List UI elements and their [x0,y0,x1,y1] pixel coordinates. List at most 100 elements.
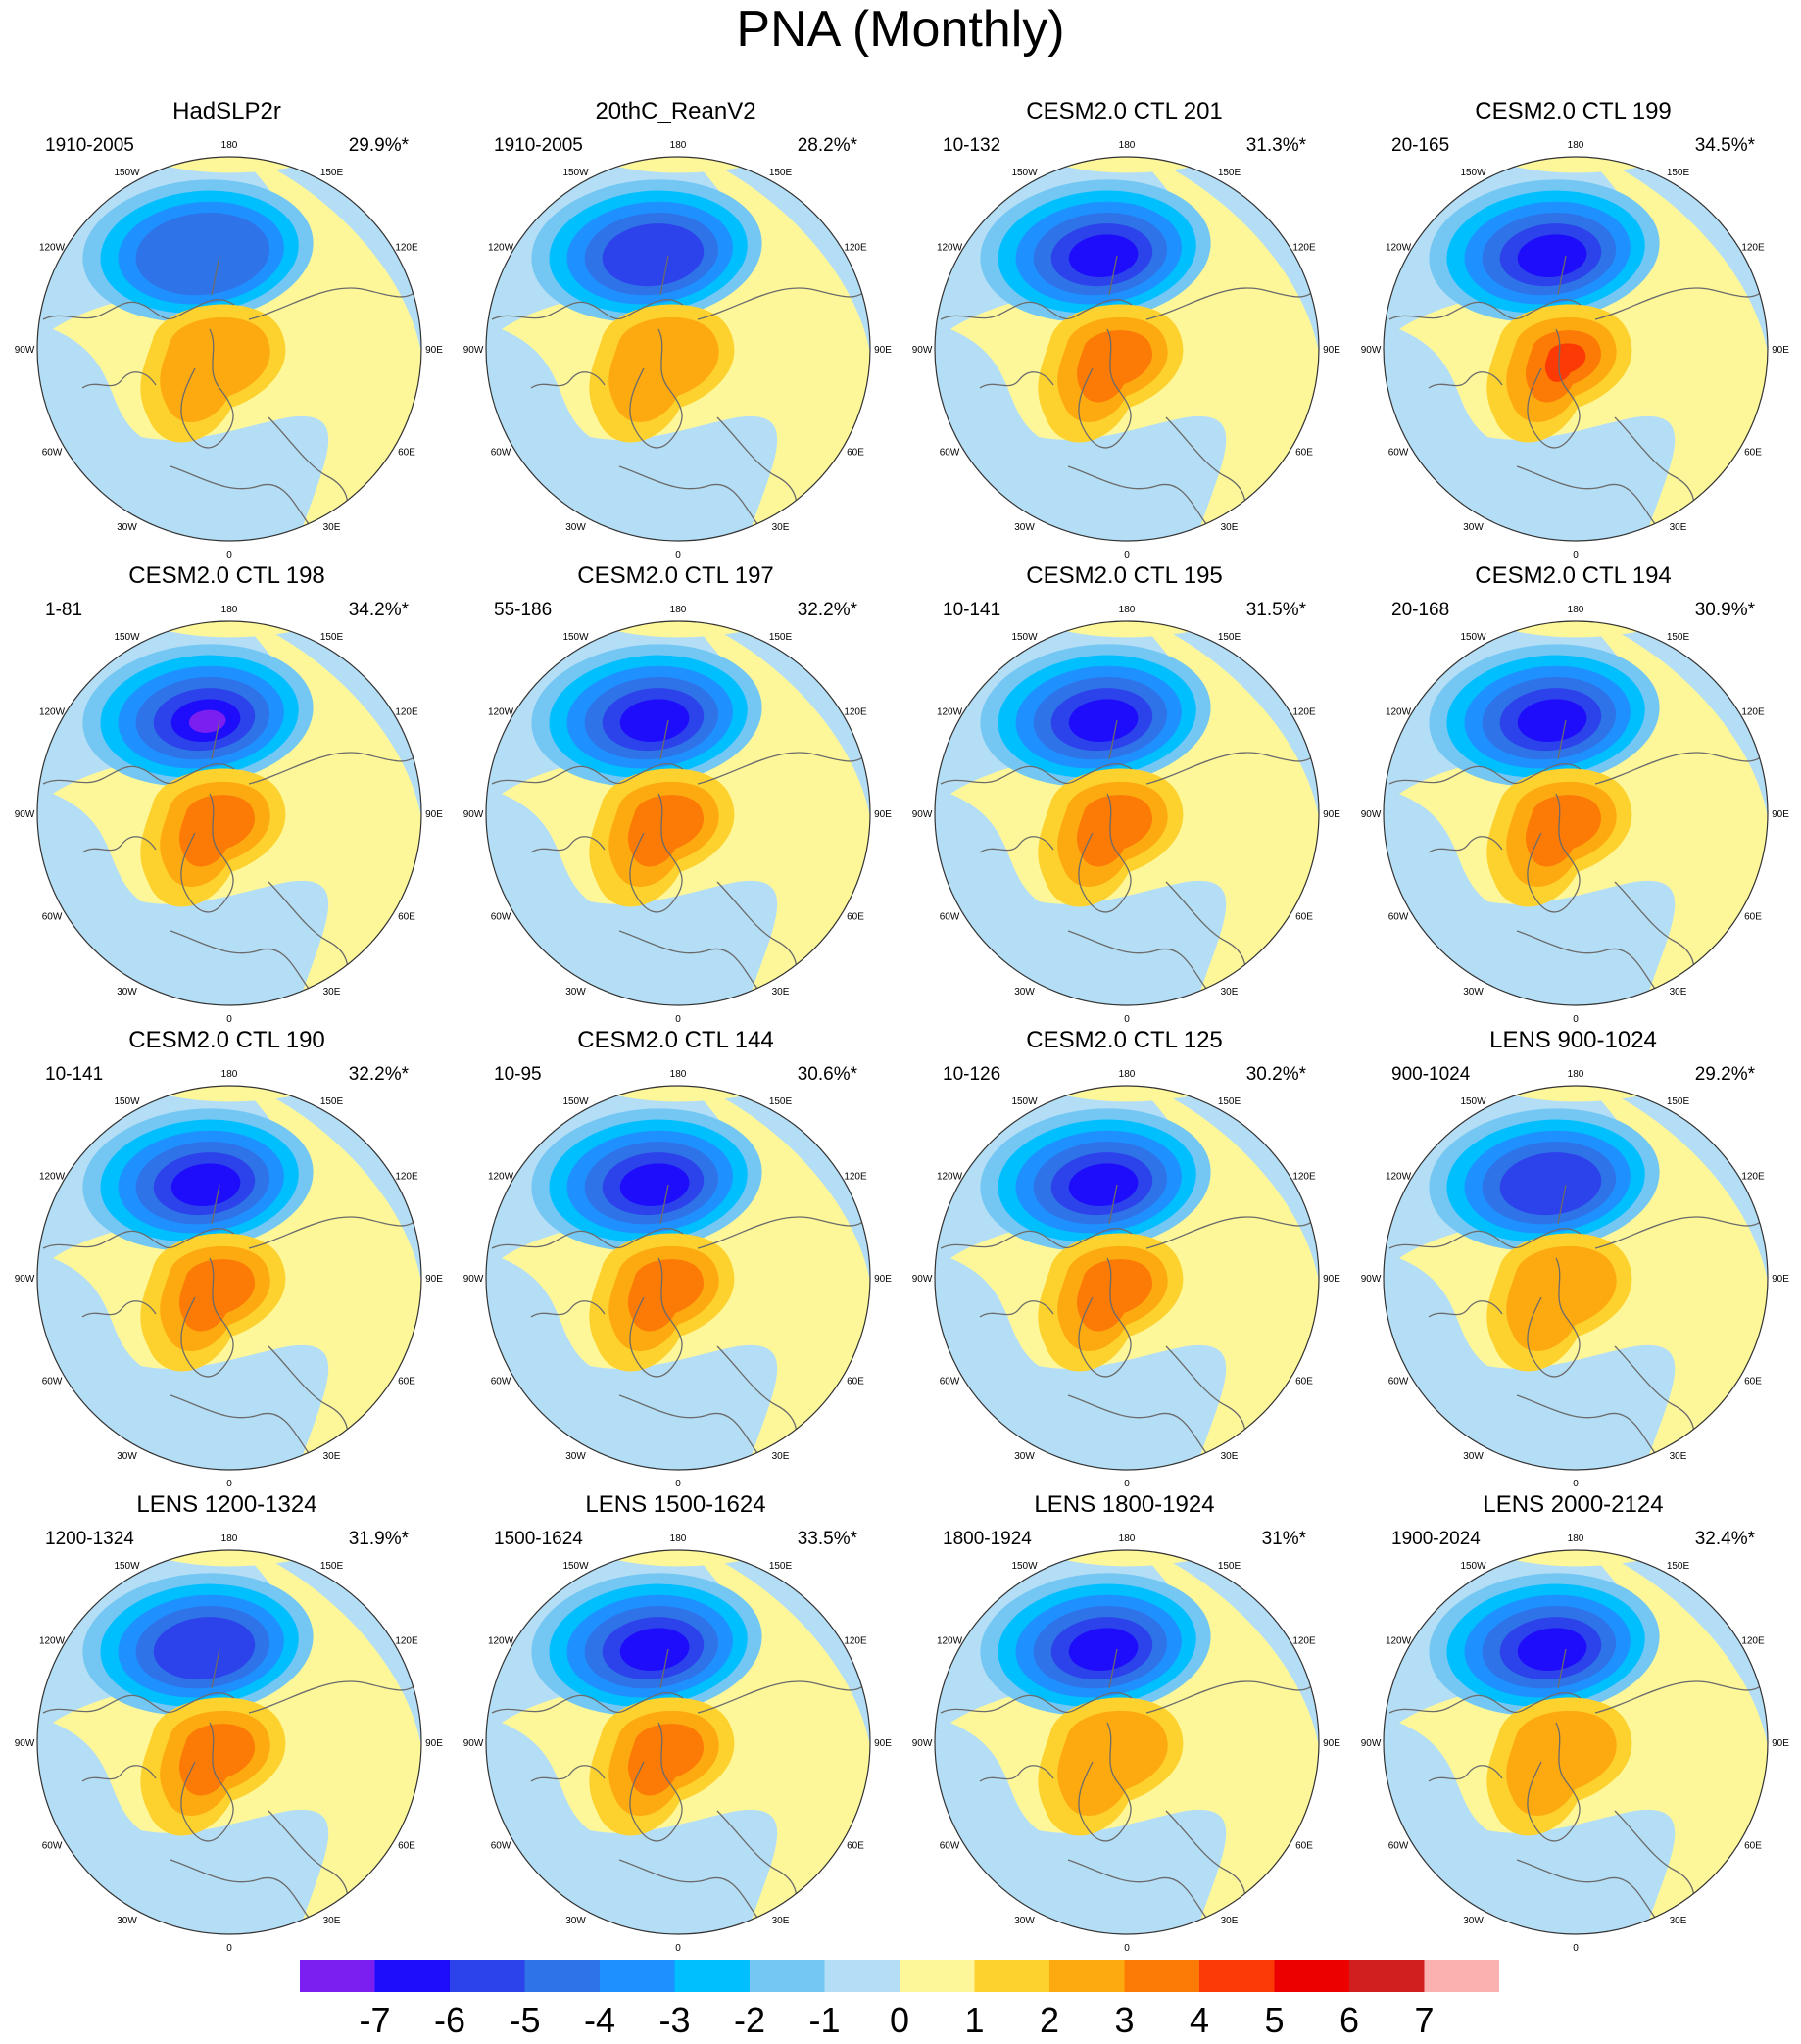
map-boundary [1383,1085,1769,1471]
longitude-label: 0 [675,1943,681,1954]
longitude-label: 60W [491,1841,511,1852]
longitude-label: 60W [1388,1841,1409,1852]
longitude-label: 30W [565,987,586,998]
longitude-label: 120E [1741,243,1765,254]
longitude-label: 150E [1218,1561,1241,1572]
positive-contour [628,1724,704,1796]
longitude-label: 150E [320,632,344,643]
longitude-label: 0 [226,1014,232,1025]
map-boundary [934,156,1320,542]
longitude-label: 150W [1011,632,1038,643]
colorbar-swatch [300,1960,375,1992]
longitude-label: 60W [940,1377,960,1387]
longitude-label: 30W [1463,987,1484,998]
map-boundary [1383,620,1769,1006]
longitude-label: 150W [1460,168,1486,178]
longitude-label: 0 [1573,1014,1579,1025]
longitude-label: 90E [1323,1738,1340,1749]
polar-map: 180 150E 120E 90E 60E 30E 0 30W 60W 90W 120W 150W [15,140,444,560]
positive-region [560,157,815,173]
map-panel: HadSLP2r 1910-2005 29.9%* 180 150E 120E 90E 60E… [2,98,452,562]
polar-map: 180 150E 120E 90E 60E 30E 0 30W 60W 90W 120W 150W [912,1533,1341,1954]
longitude-label: 180 [1568,140,1584,151]
longitude-label: 60W [42,912,63,923]
panel-variance: 34.5%* [1694,135,1755,156]
longitude-label: 90E [425,809,443,820]
longitude-label: 180 [670,605,687,615]
longitude-label: 60W [491,448,511,459]
positive-contour [628,795,704,867]
colorbar-tick-label: 2 [1040,2000,1059,2040]
longitude-label: 90W [15,809,35,820]
panel-title: CESM2.0 CTL 199 [1475,98,1672,124]
longitude-label: 90E [1772,345,1789,356]
panel-title: CESM2.0 CTL 144 [577,1027,774,1053]
colorbar-tick-label: -6 [434,2000,465,2040]
longitude-label: 0 [226,1479,232,1489]
colorbar-swatch [1049,1960,1125,1992]
longitude-label: 90E [874,345,892,356]
longitude-label: 90E [874,1274,892,1285]
longitude-label: 90W [1361,1274,1382,1285]
longitude-label: 150W [1460,632,1486,643]
positive-region [1458,1550,1713,1567]
longitude-label: 60W [42,1377,63,1387]
longitude-label: 120E [844,707,867,718]
panel-variance: 29.2%* [1694,1064,1755,1085]
panel-period: 1800-1924 [943,1529,1032,1549]
longitude-label: 150E [1667,1096,1690,1107]
positive-region [1458,157,1713,173]
positive-region [1009,1086,1264,1102]
longitude-label: 120E [1292,243,1316,254]
longitude-label: 60E [1295,448,1313,459]
panel-title: LENS 1500-1624 [585,1491,766,1518]
longitude-label: 30E [1221,987,1239,998]
longitude-label: 150W [562,1096,589,1107]
longitude-label: 90W [1361,809,1382,820]
negative-contour [1517,1628,1587,1671]
longitude-label: 30E [1221,1451,1239,1462]
longitude-label: 90W [463,1738,484,1749]
longitude-label: 120E [844,1172,867,1183]
longitude-label: 90W [912,1274,933,1285]
longitude-label: 120W [1386,243,1412,254]
longitude-label: 120W [1386,1636,1412,1647]
colorbar-tick-label: 3 [1114,2000,1134,2040]
panel-period: 55-186 [494,600,553,620]
panel-period: 10-141 [45,1064,104,1085]
longitude-label: 150W [114,632,140,643]
longitude-label: 120E [1292,707,1316,718]
longitude-label: 120W [488,707,514,718]
longitude-label: 60W [42,448,63,459]
panel-title: CESM2.0 CTL 195 [1026,562,1223,589]
map-boundary [485,620,871,1006]
negative-contour [619,1163,690,1206]
map-boundary [485,1085,871,1471]
panel-title: CESM2.0 CTL 194 [1475,562,1672,589]
positive-region [560,1086,815,1102]
longitude-label: 60W [491,1377,511,1387]
polar-map: 180 150E 120E 90E 60E 30E 0 30W 60W 90W 120W 150W [1361,1533,1790,1954]
longitude-label: 60E [1744,912,1762,923]
longitude-label: 150E [769,168,793,178]
colorbar-swatch [1274,1960,1349,1992]
panel-period: 1910-2005 [45,135,134,156]
map-panel: CESM2.0 CTL 194 20-168 30.9%* 180 150E 120E 90… [1348,562,1798,1027]
positive-region [1458,1086,1713,1102]
polar-map: 180 150E 120E 90E 60E 30E 0 30W 60W 90W 120W 150W [463,605,893,1025]
panel-variance: 32.2%* [797,600,857,620]
panel-title: HadSLP2r [172,98,281,124]
longitude-label: 180 [1568,1533,1584,1544]
negative-contour [602,223,705,287]
longitude-label: 60E [1744,448,1762,459]
longitude-label: 90E [1772,1738,1789,1749]
positive-contour [1506,1710,1617,1816]
map-boundary [36,1085,422,1471]
positive-region [112,621,366,638]
longitude-label: 150W [562,632,589,643]
colorbar-tick-label: -4 [584,2000,615,2040]
panel-title: CESM2.0 CTL 201 [1026,98,1223,124]
colorbar-tick-label: -5 [509,2000,540,2040]
longitude-label: 90E [425,1738,443,1749]
longitude-label: 150E [1667,1561,1690,1572]
